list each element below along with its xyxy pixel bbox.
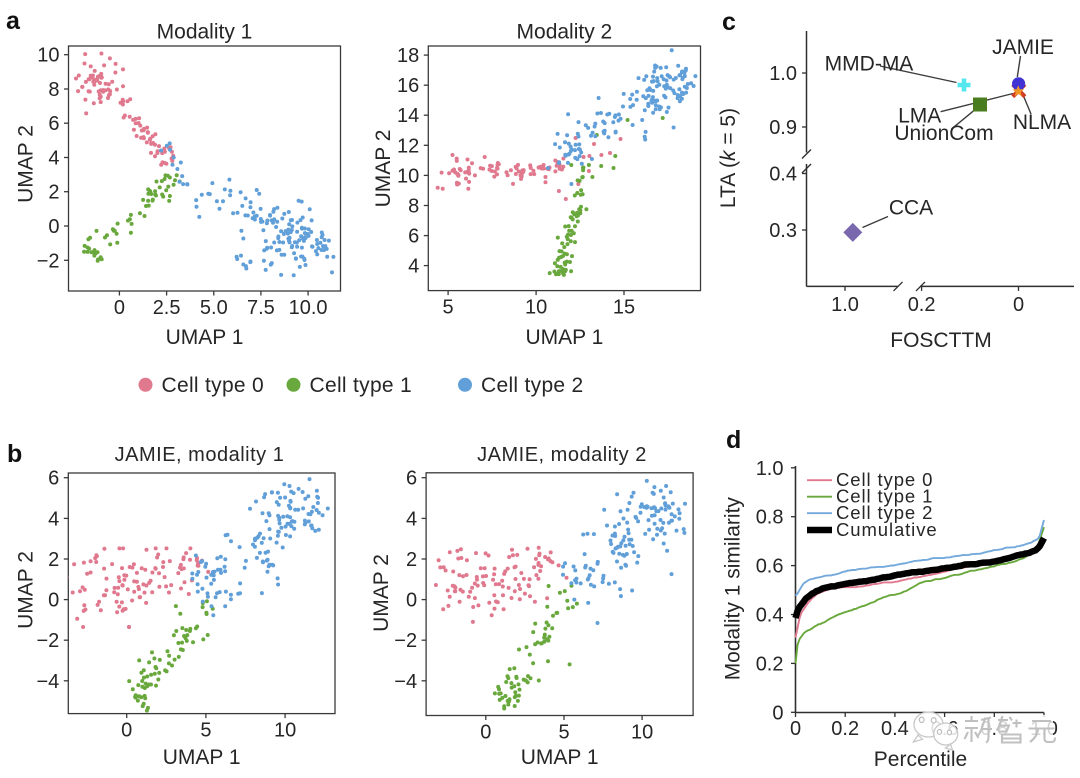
- svg-text:UMAP 2: UMAP 2: [15, 125, 38, 203]
- svg-text:CCA: CCA: [889, 197, 933, 220]
- svg-text:4: 4: [406, 508, 417, 530]
- svg-text:JAMIE, modality 2: JAMIE, modality 2: [477, 444, 647, 466]
- svg-text:0.8: 0.8: [756, 507, 784, 529]
- svg-text:6: 6: [408, 226, 419, 248]
- svg-text:LTA (k = 5): LTA (k = 5): [717, 108, 740, 208]
- svg-text:UnionCom: UnionCom: [894, 122, 993, 145]
- svg-text:Cell type 1: Cell type 1: [310, 374, 413, 397]
- svg-text:6: 6: [406, 468, 417, 490]
- svg-text:UMAP 1: UMAP 1: [525, 326, 603, 349]
- svg-text:15: 15: [613, 297, 635, 319]
- svg-text:UMAP 1: UMAP 1: [163, 746, 241, 769]
- svg-text:Percentile: Percentile: [874, 748, 967, 771]
- svg-text:0: 0: [406, 590, 417, 612]
- svg-text:FOSCTTM: FOSCTTM: [890, 329, 991, 352]
- svg-text:10.0: 10.0: [289, 297, 328, 319]
- svg-text:JAMIE, modality 1: JAMIE, modality 1: [115, 444, 285, 466]
- svg-text:0: 0: [1013, 294, 1024, 316]
- svg-text:0: 0: [480, 722, 491, 744]
- svg-text:5: 5: [200, 720, 211, 742]
- svg-text:8: 8: [408, 196, 419, 218]
- svg-text:Cell type 2: Cell type 2: [836, 502, 933, 523]
- svg-text:Modality 2: Modality 2: [517, 21, 613, 44]
- svg-text:4: 4: [48, 148, 59, 170]
- svg-text:18: 18: [397, 45, 419, 67]
- svg-text:d: d: [726, 426, 741, 454]
- svg-text:1.0: 1.0: [831, 294, 859, 316]
- svg-text:−2: −2: [37, 250, 60, 272]
- svg-text:4: 4: [408, 256, 419, 278]
- svg-text:0: 0: [48, 590, 59, 612]
- svg-text:0.2: 0.2: [756, 653, 784, 675]
- svg-text:2: 2: [406, 549, 417, 571]
- svg-text:b: b: [7, 440, 22, 468]
- svg-text:7.5: 7.5: [247, 297, 275, 319]
- svg-text:0: 0: [114, 297, 125, 319]
- svg-text:−4: −4: [36, 671, 59, 693]
- svg-text:5.0: 5.0: [200, 297, 228, 319]
- svg-text:10: 10: [274, 720, 296, 742]
- svg-text:Modality 1 similarity: Modality 1 similarity: [722, 497, 745, 681]
- svg-text:1.0: 1.0: [769, 63, 797, 85]
- svg-text:10: 10: [37, 45, 59, 67]
- svg-text:UMAP 2: UMAP 2: [15, 551, 38, 629]
- svg-text:UMAP 1: UMAP 1: [166, 326, 244, 349]
- svg-text:UMAP 1: UMAP 1: [521, 746, 599, 769]
- svg-text:a: a: [6, 7, 21, 35]
- svg-text:2: 2: [48, 549, 59, 571]
- svg-text:Modality 1: Modality 1: [157, 21, 253, 44]
- svg-text:6: 6: [48, 113, 59, 135]
- svg-text:0: 0: [121, 720, 132, 742]
- svg-text:14: 14: [397, 105, 419, 127]
- svg-text:16: 16: [397, 75, 419, 97]
- svg-text:4: 4: [48, 508, 59, 530]
- svg-text:8: 8: [48, 79, 59, 101]
- svg-text:12: 12: [397, 135, 419, 157]
- svg-text:0.2: 0.2: [831, 718, 859, 740]
- svg-text:MMD-MA: MMD-MA: [825, 53, 914, 76]
- svg-text:−4: −4: [394, 671, 417, 693]
- svg-text:0.4: 0.4: [756, 605, 784, 627]
- svg-text:0.6: 0.6: [756, 556, 784, 578]
- svg-text:UMAP 2: UMAP 2: [372, 130, 395, 208]
- svg-text:UMAP 2: UMAP 2: [370, 554, 393, 632]
- svg-text:NLMA: NLMA: [1013, 111, 1071, 134]
- svg-text:0: 0: [48, 216, 59, 238]
- svg-text:0: 0: [772, 702, 783, 724]
- svg-text:2: 2: [48, 182, 59, 204]
- svg-text:c: c: [722, 8, 736, 36]
- svg-text:0.9: 0.9: [769, 117, 797, 139]
- svg-text:LMA: LMA: [898, 105, 941, 128]
- svg-text:0.3: 0.3: [769, 220, 797, 242]
- svg-text:−2: −2: [36, 630, 59, 652]
- svg-text:Cumulative: Cumulative: [836, 519, 938, 540]
- svg-text:10: 10: [525, 297, 547, 319]
- svg-text:0.4: 0.4: [769, 164, 797, 186]
- svg-text:10: 10: [397, 165, 419, 187]
- svg-text:0.2: 0.2: [908, 294, 936, 316]
- svg-text:Cell type 2: Cell type 2: [481, 374, 584, 397]
- svg-text:5: 5: [443, 297, 454, 319]
- svg-text:5: 5: [558, 722, 569, 744]
- svg-text:2.5: 2.5: [153, 297, 181, 319]
- svg-text:Cell type 1: Cell type 1: [836, 486, 933, 507]
- svg-text:6: 6: [48, 468, 59, 490]
- svg-text:−2: −2: [394, 630, 417, 652]
- svg-text:Cell type 0: Cell type 0: [162, 374, 265, 397]
- svg-text:0: 0: [790, 718, 801, 740]
- svg-text:1.0: 1.0: [756, 458, 784, 480]
- svg-text:JAMIE: JAMIE: [992, 36, 1054, 59]
- svg-text:10: 10: [631, 722, 653, 744]
- svg-text:0.4: 0.4: [881, 718, 909, 740]
- svg-text:Cell type 0: Cell type 0: [836, 469, 933, 490]
